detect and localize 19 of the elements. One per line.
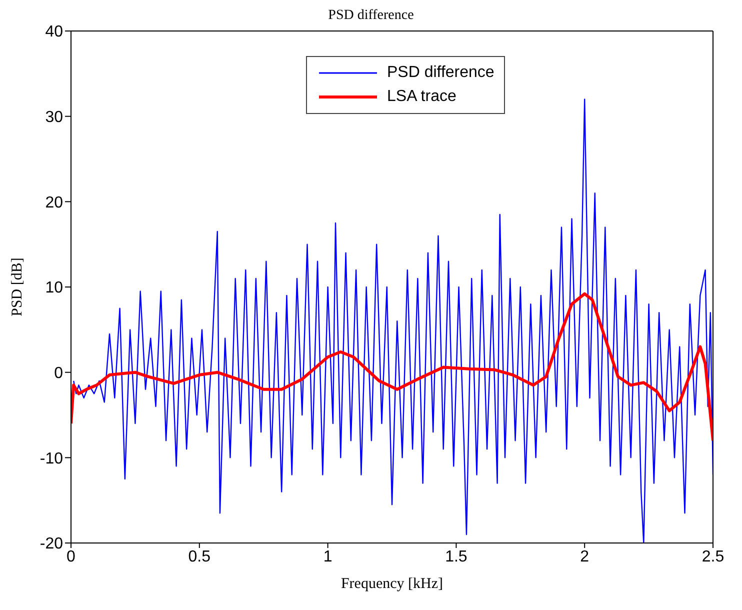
y-tick-label: 10 <box>45 280 64 297</box>
chart-title: PSD difference <box>327 8 415 24</box>
x-tick-label: 1.5 <box>445 548 468 566</box>
legend-label: LSA trace <box>387 88 456 106</box>
x-tick-label: 1 <box>323 548 332 566</box>
line-series <box>71 292 713 442</box>
x-tick-label: 0.5 <box>188 548 211 566</box>
y-tick-label: 0 <box>54 365 64 382</box>
y-axis-title: PSD [dB] <box>9 258 26 316</box>
y-tick-label: -10 <box>40 450 64 468</box>
y-tick-label: -20 <box>40 536 64 553</box>
x-tick-label: 2 <box>580 548 590 566</box>
x-tick-label: 2.5 <box>702 548 724 566</box>
y-tick-label: 20 <box>45 194 64 212</box>
y-tick-label: 40 <box>45 24 64 41</box>
x-axis-title: Frequency [kHz] <box>340 576 444 592</box>
y-tick-label: 30 <box>45 109 64 126</box>
legend-label: PSD difference <box>387 64 494 82</box>
x-tick-label: 0 <box>66 548 76 566</box>
